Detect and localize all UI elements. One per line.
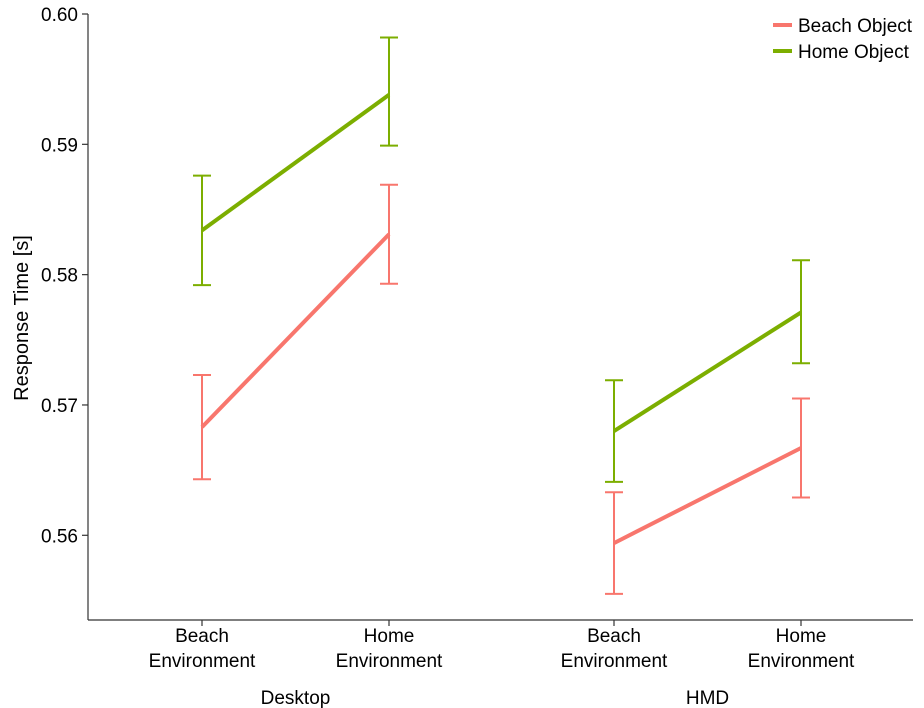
group-label: Desktop (261, 688, 331, 708)
x-tick-label: Environment (748, 651, 855, 672)
axes (87, 14, 913, 621)
x-ticks: BeachEnvironmentHomeEnvironmentDesktopBe… (149, 620, 855, 708)
series-line (613, 446, 802, 545)
x-tick-label: Home (776, 626, 827, 647)
legend-item: Home Object (773, 42, 910, 63)
series-line (200, 232, 391, 429)
y-tick-label: 0.60 (41, 5, 78, 26)
error-bar (380, 36, 398, 147)
y-tick-label: 0.56 (41, 526, 78, 547)
x-tick-label: Environment (149, 651, 256, 672)
series-line (200, 93, 391, 232)
x-tick-label: Beach (587, 626, 641, 647)
group-label: HMD (686, 688, 729, 708)
series (193, 36, 810, 483)
error-bar (792, 259, 810, 365)
y-tick-label: 0.59 (41, 135, 78, 156)
x-tick-label: Environment (561, 651, 668, 672)
y-tick-label: 0.57 (41, 396, 78, 417)
y-tick-label: 0.58 (41, 266, 78, 287)
y-ticks: 0.56 0.57 0.58 0.59 0.60 (41, 5, 88, 547)
y-axis-title: Response Time [s] (11, 235, 33, 401)
series-line (612, 310, 803, 433)
x-tick-label: Beach (175, 626, 229, 647)
x-tick-label: Environment (336, 651, 443, 672)
legend: Beach Object Home Object (773, 16, 913, 63)
legend-label: Home Object (798, 42, 910, 63)
legend-item: Beach Object (773, 16, 913, 37)
series-layer (193, 36, 810, 595)
x-tick-label: Home (364, 626, 415, 647)
series (193, 183, 810, 595)
legend-label: Beach Object (798, 16, 913, 37)
error-bar (380, 183, 398, 285)
